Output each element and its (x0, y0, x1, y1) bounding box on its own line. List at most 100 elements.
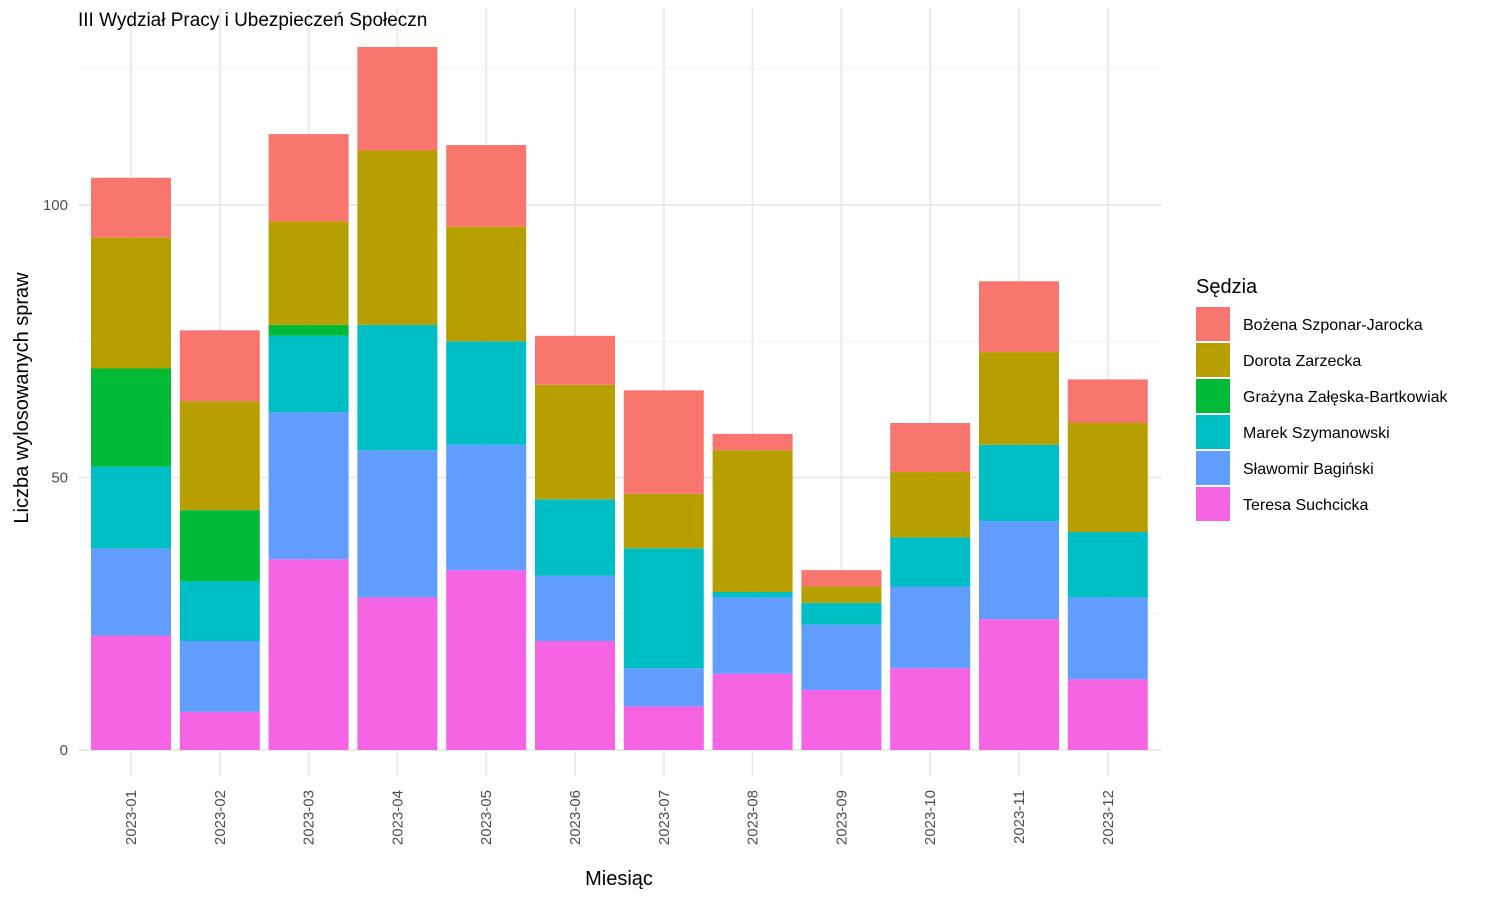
y-axis-title: Liczba wylosowanych spraw (11, 272, 33, 524)
legend-swatch (1196, 487, 1230, 521)
bar-segment (91, 548, 171, 636)
x-tick-label: 2023-05 (478, 790, 495, 845)
bar-segment (91, 237, 171, 369)
x-axis-title: Miesiąc (585, 868, 653, 890)
x-tick-label: 2023-07 (656, 790, 673, 845)
bar-segment (179, 641, 260, 712)
bar-segment (357, 597, 438, 750)
legend-label: Bożena Szponar-Jarocka (1243, 317, 1423, 334)
y-tick-label: 50 (51, 470, 68, 487)
bar-segment (535, 641, 615, 750)
y-tick-label: 100 (43, 197, 68, 214)
bar-segment (623, 668, 704, 707)
bar-segment (179, 330, 260, 402)
bar-segment (890, 668, 971, 750)
legend-swatch (1196, 379, 1230, 413)
bar-segment (268, 335, 349, 413)
legend-title: Sędzia (1196, 276, 1258, 298)
bar-segment (623, 493, 704, 549)
bar-segment (1067, 379, 1148, 423)
legend-items: Bożena Szponar-Jarocka Dorota Zarzecka Gra… (1196, 307, 1449, 521)
bar-segment (890, 423, 971, 473)
bar-segment (1067, 679, 1148, 750)
x-tick-label: 2023-12 (1100, 790, 1117, 845)
bar-segment (801, 690, 882, 750)
x-tick-label: 2023-04 (389, 790, 406, 845)
legend-label: Grażyna Załęska-Bartkowiak (1243, 389, 1449, 406)
bar-segment (446, 444, 527, 571)
bar-segment (446, 226, 527, 342)
x-axis-ticks: 2023-01 2023-02 2023-03 2023-04 2023-05 2023-… (123, 790, 1117, 845)
x-tick-label: 2023-03 (301, 790, 318, 845)
bar-segment (268, 412, 349, 560)
bar-segment (268, 559, 349, 750)
bar-segment (979, 521, 1059, 620)
x-tick-label: 2023-02 (212, 790, 229, 845)
bar-segment (712, 450, 793, 592)
bar-segment (623, 548, 704, 669)
bar-segment (179, 510, 260, 582)
bar-segment (268, 134, 349, 222)
x-tick-label: 2023-11 (1011, 790, 1028, 844)
legend-swatch (1196, 307, 1230, 341)
bar-segment (712, 673, 793, 750)
legend-label: Marek Szymanowski (1243, 425, 1390, 442)
bar-segment (890, 537, 971, 587)
bar-segment (535, 499, 615, 576)
bar-segment (623, 390, 704, 494)
legend-label: Teresa Suchcicka (1243, 497, 1368, 514)
x-tick-label: 2023-06 (567, 790, 584, 845)
bars (91, 46, 1148, 750)
bar-segment (179, 711, 260, 750)
bar-segment (712, 597, 793, 674)
legend-label: Dorota Zarzecka (1243, 353, 1361, 370)
bar-segment (535, 384, 615, 500)
bar-segment (801, 586, 882, 603)
bar-segment (357, 324, 438, 451)
bar-segment (357, 46, 438, 151)
legend-label: Sławomir Bagiński (1243, 461, 1374, 478)
bar-segment (801, 624, 882, 691)
bar-segment (535, 575, 615, 641)
x-tick-label: 2023-09 (833, 790, 850, 845)
bar-segment (712, 433, 793, 451)
bar-segment (1067, 532, 1148, 598)
bar-segment (179, 401, 260, 511)
legend-swatch (1196, 451, 1230, 485)
bar-segment (979, 619, 1059, 750)
y-axis-ticks: 0 50 100 (43, 197, 68, 759)
legend: Sędzia Bożena Szponar-Jarocka Dorota Zarz… (1196, 276, 1449, 521)
bar-segment (357, 450, 438, 598)
bar-segment (179, 581, 260, 641)
bar-segment (91, 177, 171, 238)
bar-segment (979, 444, 1059, 522)
bar-segment (268, 324, 349, 336)
bar-segment (91, 635, 171, 750)
bar-segment (446, 145, 527, 227)
bar-segment (890, 472, 971, 538)
legend-swatch (1196, 415, 1230, 449)
bar-segment (623, 706, 704, 750)
x-tick-label: 2023-10 (922, 790, 939, 845)
y-tick-label: 0 (60, 742, 68, 759)
bar-segment (446, 570, 527, 750)
x-tick-label: 2023-08 (745, 790, 762, 845)
bar-segment (357, 150, 438, 325)
bar-segment (91, 466, 171, 549)
x-tick-label: 2023-01 (123, 790, 140, 845)
bar-segment (1067, 597, 1148, 680)
bar-segment (801, 602, 882, 625)
chart-title: III Wydział Pracy i Ubezpieczeń Społeczn (78, 10, 427, 31)
bar-segment (801, 570, 882, 587)
bar-segment (268, 221, 349, 325)
bar-segment (446, 341, 527, 445)
bar-segment (91, 368, 171, 467)
bar-segment (535, 335, 615, 385)
bar-segment (890, 586, 971, 669)
bar-segment (712, 591, 793, 598)
legend-swatch (1196, 343, 1230, 377)
bar-segment (1067, 423, 1148, 532)
bar-segment (979, 281, 1059, 353)
bar-segment (979, 352, 1059, 445)
